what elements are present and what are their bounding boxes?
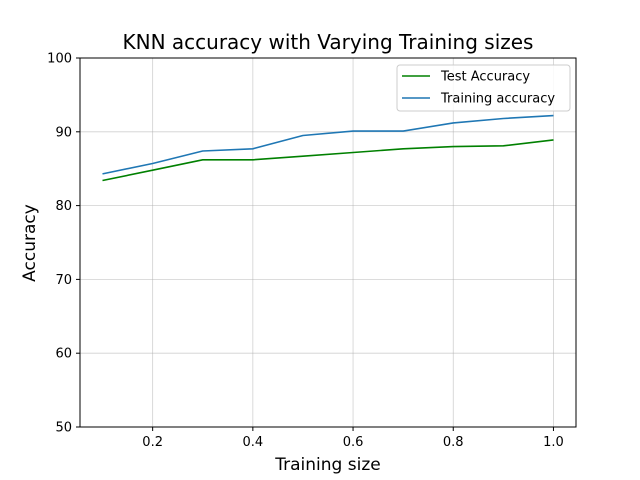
x-tick-label: 0.2 <box>142 435 163 450</box>
x-axis-ticks: 0.2 0.4 0.6 0.8 1.0 <box>142 427 564 450</box>
y-tick-label: 80 <box>55 199 72 214</box>
legend-label: Test Accuracy <box>440 70 530 85</box>
plot-area-frame <box>79 57 577 428</box>
y-tick-label: 60 <box>55 347 72 362</box>
x-tick-label: 0.4 <box>243 435 264 450</box>
series-line-0 <box>102 139 554 182</box>
x-tick-label: 0.6 <box>343 435 364 450</box>
y-axis-ticks: 50 60 70 80 90 100 <box>47 52 80 436</box>
y-axis-label: Accuracy <box>20 204 40 282</box>
legend-box <box>396 64 571 112</box>
legend: Test Accuracy Training accuracy <box>396 64 571 112</box>
y-tick-label: 50 <box>55 421 72 436</box>
y-tick-label: 70 <box>55 273 72 288</box>
x-axis-label: Training size <box>274 455 380 475</box>
y-tick-label: 100 <box>47 52 72 67</box>
x-tick-label: 0.8 <box>443 435 464 450</box>
series-lines <box>102 114 554 182</box>
grid-lines <box>80 57 576 428</box>
legend-label: Training accuracy <box>440 92 555 107</box>
series-line-1 <box>102 114 554 175</box>
chart-title: KNN accuracy with Varying Training sizes <box>123 30 534 54</box>
y-tick-label: 90 <box>55 125 72 140</box>
x-tick-label: 1.0 <box>543 435 564 450</box>
